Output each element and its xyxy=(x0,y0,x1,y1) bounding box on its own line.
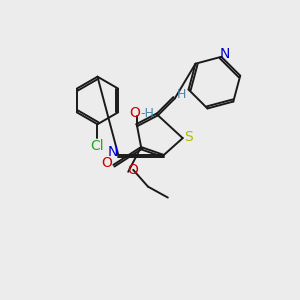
Text: H: H xyxy=(177,88,186,101)
Text: O: O xyxy=(101,156,112,170)
Text: O: O xyxy=(128,163,139,177)
Text: S: S xyxy=(184,130,193,144)
Text: O: O xyxy=(130,106,141,120)
Text: -H: -H xyxy=(140,107,154,120)
Text: N: N xyxy=(107,145,118,159)
Text: N: N xyxy=(220,47,230,61)
Text: Cl: Cl xyxy=(91,139,104,153)
